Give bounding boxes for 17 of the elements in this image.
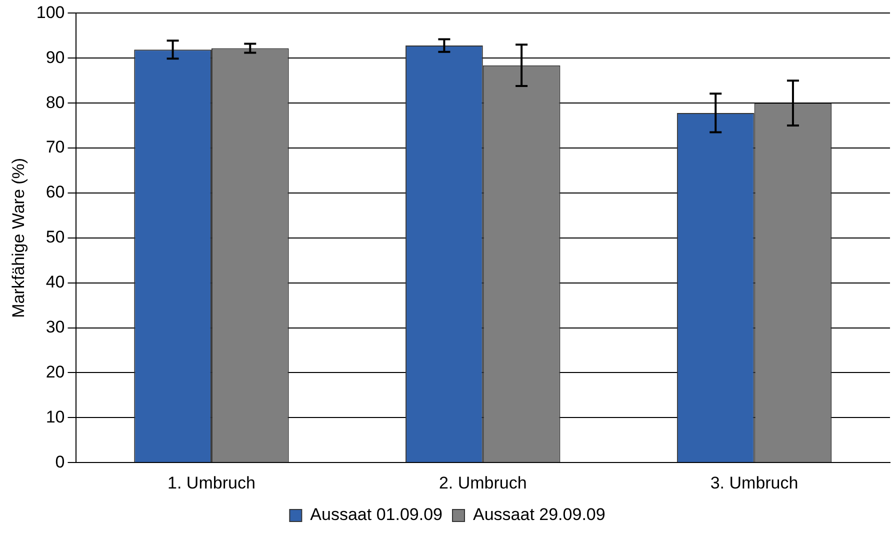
y-tick-label: 20 — [46, 362, 65, 382]
y-axis-title: Markfähige Ware (%) — [8, 158, 28, 318]
x-tick-label: 2. Umbruch — [438, 473, 527, 492]
y-tick-label: 80 — [46, 92, 65, 112]
x-tick-label: 3. Umbruch — [710, 473, 798, 492]
y-tick-label: 90 — [46, 48, 65, 67]
y-tick-label: 60 — [46, 182, 65, 202]
y-tick-label: 30 — [46, 317, 65, 336]
y-tick-label: 0 — [55, 452, 65, 472]
legend-label: Aussaat 29.09.09 — [473, 505, 606, 524]
y-tick-label: 10 — [46, 407, 65, 426]
x-tick-label: 1. Umbruch — [168, 473, 256, 492]
legend-label: Aussaat 01.09.09 — [310, 505, 443, 524]
y-tick-label: 100 — [36, 2, 65, 22]
y-tick-label: 40 — [46, 272, 65, 292]
y-tick-label: 70 — [46, 138, 65, 157]
y-tick-label: 50 — [46, 228, 65, 247]
